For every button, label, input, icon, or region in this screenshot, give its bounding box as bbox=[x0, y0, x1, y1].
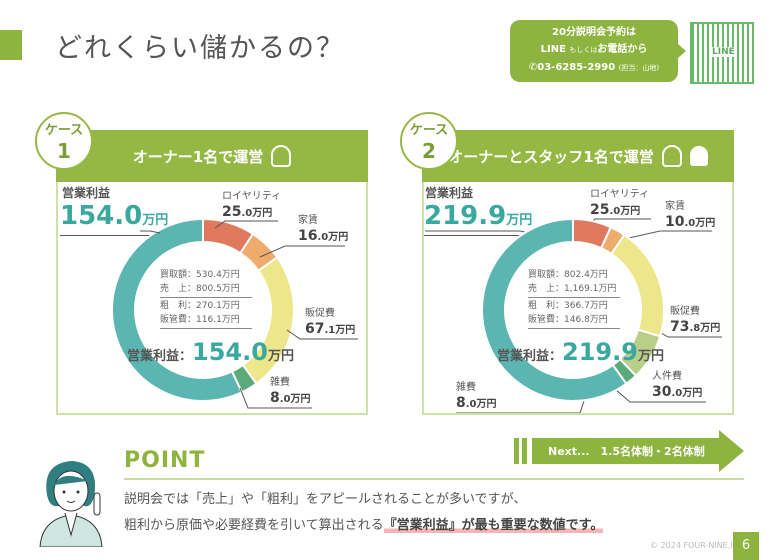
case1-profit-value: 154.0万円 bbox=[60, 202, 177, 236]
case2-misc-label: 雑費 8.0万円 bbox=[456, 382, 497, 411]
case1-panel: オーナー1名で運営 bbox=[56, 130, 368, 415]
page-number: 6 bbox=[733, 532, 759, 560]
case-label: ケース bbox=[44, 123, 84, 138]
case1-royalty-label: ロイヤリティ 25.0万円 bbox=[222, 191, 282, 220]
owner-icon bbox=[271, 145, 292, 167]
contact-line1: 20分説明会予約は bbox=[552, 27, 636, 38]
case2-panel: オーナーとスタッフ1名で運営 bbox=[422, 130, 734, 415]
contact-person: (担当：山地) bbox=[618, 64, 660, 72]
case2-summary: 買取額：802.4万円 売 上：1,169.1万円 粗 利：366.7万円 販管… bbox=[528, 268, 620, 330]
case2-royalty-label: ロイヤリティ 25.0万円 bbox=[590, 189, 650, 218]
case1-header: オーナー1名で運営 bbox=[56, 130, 368, 182]
phone-icon: ✆ bbox=[528, 62, 538, 73]
line-text: LINE bbox=[540, 44, 566, 55]
case1-rent-label: 家賃 16.0万円 bbox=[298, 215, 349, 244]
or-text: もしくは bbox=[569, 46, 598, 54]
owner-icon bbox=[661, 145, 682, 167]
case2-center-profit: 営業利益：219.9万円 bbox=[497, 338, 664, 366]
case1-profit-label: 営業利益 bbox=[62, 186, 111, 200]
copyright: © 2024 FOUR-NINE,Inc bbox=[650, 541, 743, 550]
case2-rent-label: 家賃 10.0万円 bbox=[665, 201, 716, 230]
case1-center-profit: 営業利益：154.0万円 bbox=[127, 338, 294, 366]
contact-bubble[interactable]: 20分説明会予約は LINE もしくはお電話から ✆03-6285-2990 (… bbox=[510, 20, 686, 82]
point-heading: POINT bbox=[124, 448, 206, 473]
line-qr-code[interactable]: LINE bbox=[690, 22, 754, 84]
case1-promo-label: 販促費 67.1万円 bbox=[305, 308, 356, 337]
case2-promo-label: 販促費 73.8万円 bbox=[670, 306, 721, 335]
case1-heading: オーナー1名で運営 bbox=[132, 147, 264, 166]
point-text-line1: 説明会では「売上」や「粗利」をアピールされることが多いですが、 bbox=[124, 492, 527, 507]
case1-summary: 買取額：530.4万円 売 上：800.5万円 粗 利：270.1万円 販管費：… bbox=[160, 268, 252, 330]
title-accent bbox=[0, 30, 22, 60]
case2-donut-chart bbox=[481, 217, 665, 402]
point-text-line2: 粗利から原価や必要経費を引いて算出される『営業利益』が最も重要な数値です。 bbox=[124, 518, 604, 533]
phone-number[interactable]: 03-6285-2990 bbox=[537, 62, 616, 73]
woman-illustration bbox=[39, 461, 103, 547]
next-label[interactable]: Next... 1.5名体制・2名体制 bbox=[548, 445, 705, 458]
case2-badge: ケース 2 bbox=[400, 112, 458, 170]
case2-profit-label: 営業利益 bbox=[425, 186, 474, 200]
qr-label: LINE bbox=[710, 47, 737, 57]
phone-text: お電話から bbox=[597, 44, 648, 55]
next-arrow-button[interactable] bbox=[514, 430, 744, 472]
case1-misc-label: 雑費 8.0万円 bbox=[270, 377, 311, 406]
staff-icon bbox=[689, 146, 708, 166]
highlight-text: 『営業利益』が最も重要な数値です。 bbox=[383, 518, 604, 533]
case-number: 1 bbox=[57, 139, 71, 163]
case2-profit-value: 219.9万円 bbox=[424, 202, 541, 236]
case2-header: オーナーとスタッフ1名で運営 bbox=[422, 130, 734, 182]
page-title: どれくらい儲かるの？ bbox=[55, 33, 345, 64]
case2-heading: オーナーとスタッフ1名で運営 bbox=[448, 147, 654, 166]
point-divider bbox=[124, 478, 744, 480]
case2-staff-label: 人件費 30.0万円 bbox=[652, 371, 703, 400]
donut-slice-営業利益 bbox=[481, 217, 628, 402]
case-label: ケース bbox=[409, 123, 449, 138]
case-number: 2 bbox=[422, 139, 436, 163]
case1-badge: ケース 1 bbox=[35, 112, 93, 170]
donut-slice-営業利益 bbox=[111, 217, 244, 402]
